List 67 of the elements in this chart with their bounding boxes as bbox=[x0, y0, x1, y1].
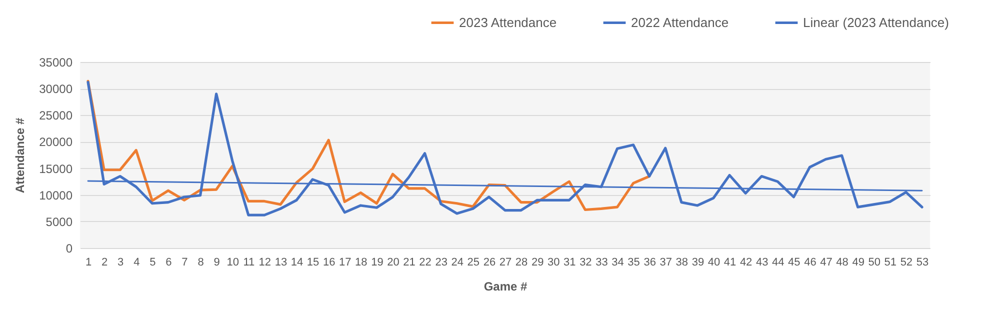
x-tick-label: 5 bbox=[150, 256, 156, 268]
x-tick-label: 26 bbox=[483, 256, 496, 268]
legend-label: 2023 Attendance bbox=[459, 14, 557, 30]
x-tick-label: 41 bbox=[724, 256, 736, 268]
x-tick-label: 34 bbox=[612, 256, 624, 268]
x-tick-label: 30 bbox=[547, 256, 560, 268]
x-tick-label: 40 bbox=[708, 256, 720, 268]
x-tick-label: 24 bbox=[451, 256, 464, 268]
x-tick-label: 13 bbox=[274, 256, 288, 268]
y-axis-title: Attendance # bbox=[13, 118, 28, 194]
x-tick-label: 4 bbox=[134, 256, 140, 268]
x-tick-label: 50 bbox=[868, 256, 880, 268]
x-tick-label: 37 bbox=[660, 256, 672, 268]
x-tick-label: 52 bbox=[900, 256, 913, 268]
x-tick-label: 33 bbox=[596, 256, 608, 268]
x-tick-label: 39 bbox=[692, 256, 704, 268]
x-tick-label: 19 bbox=[371, 256, 384, 268]
x-tick-label: 7 bbox=[182, 256, 188, 268]
x-tick-label: 29 bbox=[531, 256, 544, 268]
x-tick-label: 16 bbox=[322, 256, 336, 268]
x-tick-label: 45 bbox=[788, 256, 800, 268]
x-tick-label: 46 bbox=[804, 256, 816, 268]
x-tick-label: 10 bbox=[226, 256, 239, 268]
x-tick-label: 23 bbox=[435, 256, 448, 268]
x-tick-label: 31 bbox=[564, 256, 576, 268]
x-tick-label: 43 bbox=[756, 256, 768, 268]
x-tick-label: 17 bbox=[339, 256, 352, 268]
x-tick-label: 32 bbox=[580, 256, 592, 268]
x-tick-label: 20 bbox=[387, 256, 400, 268]
y-tick-label: 0 bbox=[66, 242, 73, 256]
x-tick-label: 14 bbox=[290, 256, 304, 268]
line-series bbox=[86, 80, 924, 216]
x-tick-label: 22 bbox=[419, 256, 432, 268]
x-tick-label: 9 bbox=[214, 256, 220, 268]
x-tick-label: 48 bbox=[836, 256, 848, 268]
x-tick-label: 49 bbox=[852, 256, 864, 268]
x-tick-label: 2 bbox=[101, 256, 108, 268]
x-tick-label: 44 bbox=[772, 256, 784, 268]
legend-label: 2022 Attendance bbox=[631, 14, 729, 30]
y-tick-label: 25000 bbox=[39, 108, 73, 123]
x-tick-label: 21 bbox=[403, 256, 416, 268]
x-tick-label: 18 bbox=[355, 256, 368, 268]
x-tick-label: 15 bbox=[306, 256, 320, 268]
y-tick-label: 15000 bbox=[39, 162, 73, 176]
legend-label: Linear (2023 Attendance) bbox=[803, 14, 949, 30]
x-tick-label: 47 bbox=[820, 256, 832, 268]
x-tick-label: 6 bbox=[166, 256, 172, 268]
x-tick-label: 35 bbox=[628, 256, 640, 268]
x-tick-label: 51 bbox=[884, 256, 897, 268]
x-tick-label: 8 bbox=[198, 256, 204, 268]
x-tick-label: 36 bbox=[644, 256, 656, 268]
y-tick-label: 35000 bbox=[39, 56, 73, 70]
x-tick-label: 12 bbox=[258, 256, 272, 268]
x-tick-label: 38 bbox=[676, 256, 688, 268]
x-tick-label: 3 bbox=[118, 256, 124, 268]
y-tick-label: 30000 bbox=[39, 82, 73, 96]
y-tick-label: 20000 bbox=[39, 135, 73, 150]
x-tick-label: 28 bbox=[515, 256, 528, 268]
x-tick-label: 53 bbox=[916, 256, 929, 268]
y-tick-label: 5000 bbox=[46, 214, 73, 229]
x-tick-label: 27 bbox=[499, 256, 512, 268]
x-tick-label: 1 bbox=[85, 256, 92, 268]
x-tick-label: 25 bbox=[467, 256, 480, 268]
x-tick-label: 42 bbox=[740, 256, 752, 268]
x-tick-label: 11 bbox=[243, 256, 255, 268]
y-tick-label: 10000 bbox=[39, 188, 73, 202]
x-axis-title: Game # bbox=[484, 280, 528, 294]
